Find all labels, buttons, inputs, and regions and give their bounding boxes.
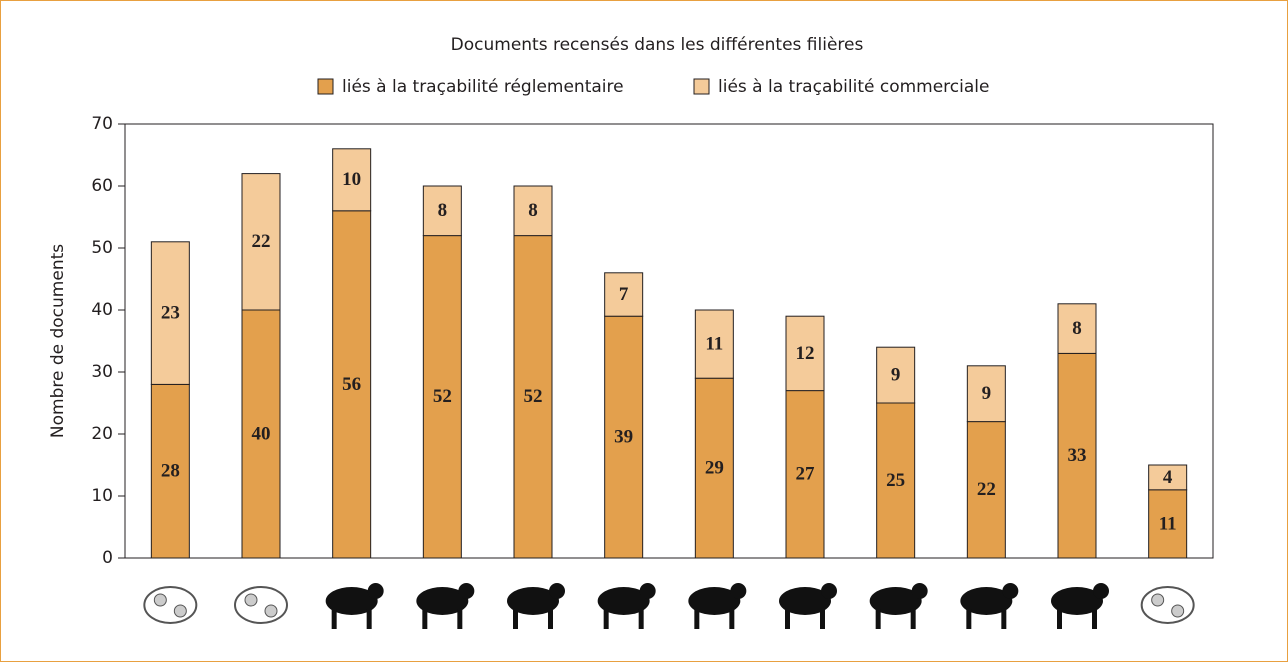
icon-part [1142,587,1194,623]
value-label: 40 [252,423,271,444]
icon-part [1093,583,1109,599]
value-label: 12 [796,343,815,364]
y-tick-label: 40 [91,300,113,320]
icon-part [785,609,790,629]
value-label: 22 [977,479,996,500]
icon-part [235,587,287,623]
value-label: 23 [161,302,180,323]
icon-part [174,605,186,617]
value-label: 8 [528,200,538,221]
icon-part [639,609,644,629]
icon-part [458,583,474,599]
category-icon [870,583,928,629]
category-icon [1051,583,1109,629]
value-label: 9 [982,383,992,404]
icon-part [729,609,734,629]
page: {"chart_data": {"type": "stacked-bar", "… [0,0,1288,662]
y-tick-label: 30 [91,362,113,382]
icon-part [154,594,166,606]
chart-title: Documents recensés dans les différentes … [451,35,864,55]
value-label: 39 [614,426,633,447]
icon-part [966,609,971,629]
value-label: 8 [1072,318,1082,339]
value-label: 11 [705,333,723,354]
icon-part [730,583,746,599]
value-label: 28 [161,461,180,482]
value-label: 9 [891,364,901,385]
icon-part [1092,609,1097,629]
value-label: 33 [1068,445,1087,466]
category-icon [598,583,656,629]
category-icon [507,583,565,629]
icon-part [820,609,825,629]
plot-frame [125,124,1213,558]
icon-part [911,609,916,629]
y-tick-label: 60 [91,176,113,196]
legend-swatch [318,79,333,94]
icon-part [549,583,565,599]
y-tick-label: 20 [91,424,113,444]
icon-part [604,609,609,629]
icon-part [548,609,553,629]
category-icon [235,587,287,623]
category-icon [416,583,474,629]
icon-part [513,609,518,629]
value-label: 11 [1159,513,1177,534]
legend-swatch [694,79,709,94]
icon-part [245,594,257,606]
icon-part [912,583,928,599]
y-tick-label: 70 [91,114,113,134]
value-label: 27 [796,464,816,485]
icon-part [876,609,881,629]
value-label: 25 [886,470,905,491]
legend-label: liés à la traçabilité réglementaire [342,77,624,97]
category-icon [326,583,384,629]
icon-part [694,609,699,629]
value-label: 56 [342,374,361,395]
category-icon [779,583,837,629]
icon-part [368,583,384,599]
icon-part [1002,583,1018,599]
y-axis-label: Nombre de documents [48,244,68,438]
legend-label: liés à la traçabilité commerciale [718,77,989,97]
value-label: 29 [705,457,724,478]
icon-part [821,583,837,599]
chart: Documents recensés dans les différentes … [0,0,1288,662]
value-label: 4 [1163,467,1173,488]
category-icon [960,583,1018,629]
icon-part [640,583,656,599]
icon-part [457,609,462,629]
icon-part [332,609,337,629]
value-label: 7 [619,284,629,305]
value-label: 10 [342,169,361,190]
icon-part [1152,594,1164,606]
icon-part [1001,609,1006,629]
y-tick-label: 50 [91,238,113,258]
icon-part [1172,605,1184,617]
value-label: 52 [433,386,452,407]
y-tick-label: 10 [91,486,113,506]
value-label: 22 [252,231,271,252]
icon-part [144,587,196,623]
value-label: 8 [438,200,448,221]
value-label: 52 [524,386,543,407]
icon-part [422,609,427,629]
icon-part [367,609,372,629]
icon-part [1057,609,1062,629]
y-tick-label: 0 [102,548,113,568]
category-icon [688,583,746,629]
category-icon [144,587,196,623]
icon-part [265,605,277,617]
category-icon [1142,587,1194,623]
